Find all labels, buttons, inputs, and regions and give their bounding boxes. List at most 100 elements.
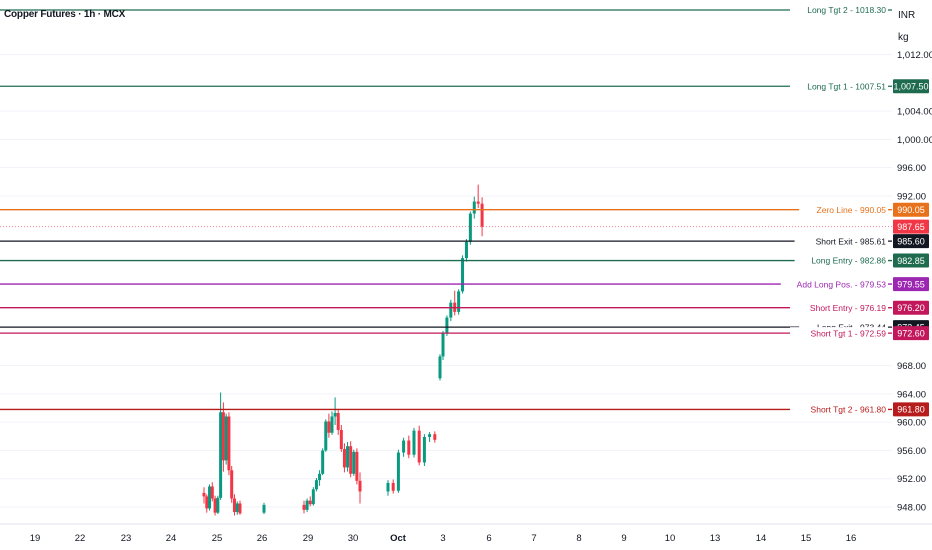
candle-body [339, 429, 343, 450]
time-tick-label: 9 [621, 533, 626, 544]
level-label-bg [799, 203, 888, 216]
time-tick-label: 29 [303, 533, 314, 544]
candle-body [321, 450, 325, 474]
level-label-bg [790, 327, 888, 340]
time-tick-label: 24 [166, 533, 177, 544]
price-tag [893, 277, 929, 292]
level-label-bg [790, 3, 888, 16]
candle-body [324, 421, 328, 451]
level-label: Short Tgt 1 - 972.59 [811, 328, 887, 338]
time-axis[interactable]: 19 22 23 24 25 26 29 30 Oct 3 6 7 8 9 10 13 14 15 16 [30, 533, 857, 544]
candle-body [464, 241, 468, 259]
candle-body [358, 480, 362, 492]
level-label-bg [790, 403, 888, 416]
last-price-text: 987.65 [897, 222, 925, 232]
price-tick-label: 996.00 [897, 163, 926, 174]
candle-body [428, 434, 432, 438]
time-tick-label: 14 [756, 533, 767, 544]
candle-body [205, 496, 209, 509]
candle-body [311, 489, 315, 505]
candle-body [330, 416, 334, 433]
candle-body [386, 482, 390, 492]
time-tick-label: 7 [531, 533, 536, 544]
candle-body [438, 356, 442, 379]
candle-body [352, 451, 356, 474]
price-tick-label: 992.00 [897, 191, 926, 202]
price-tag [893, 79, 929, 94]
price-tag-text: 1,007.50 [893, 82, 928, 92]
candle-body [461, 258, 465, 292]
level-label-bg [790, 301, 888, 314]
level-label-bg [780, 278, 888, 291]
price-tick-label: 964.00 [897, 389, 926, 400]
candle-body [468, 213, 472, 242]
candle-body [417, 430, 421, 463]
time-tick-label: 6 [486, 533, 491, 544]
unit-label[interactable]: kg [898, 32, 909, 43]
candle-body [318, 473, 322, 481]
level-label: Zero Line - 990.05 [817, 205, 887, 215]
candle-body [327, 421, 331, 433]
candle-body [238, 503, 242, 514]
time-tick-label: 10 [665, 533, 676, 544]
candle-body [230, 470, 234, 499]
candle-body [476, 201, 480, 204]
time-tick-label: 13 [710, 533, 721, 544]
candle-body [232, 498, 236, 512]
candle-body [213, 498, 217, 513]
candle-body [336, 412, 340, 430]
price-tick-label: 968.00 [897, 361, 926, 372]
price-tag-text: 976.20 [897, 303, 925, 313]
horizontal-grid [0, 54, 932, 525]
candles [202, 184, 484, 516]
candle-body [445, 317, 449, 334]
time-tick-label: 15 [801, 533, 812, 544]
time-tick-label: 8 [576, 533, 581, 544]
price-tick-label: 960.00 [897, 418, 926, 429]
candle-body [224, 416, 228, 461]
price-tick-label: 1,000.00 [897, 135, 932, 146]
candle-body [441, 333, 445, 357]
candle-body [407, 440, 411, 455]
candle-body [472, 201, 476, 214]
level-label: Long Entry - 982.86 [811, 256, 886, 266]
price-tag-text: 972.60 [897, 328, 925, 338]
price-axis[interactable]: 948.00 952.00 956.00 960.00 964.00 968.00 992.… [893, 50, 932, 514]
level-label-bg [794, 254, 888, 267]
candle-body [262, 504, 266, 513]
candle-body [480, 203, 484, 227]
time-tick-label: 23 [121, 533, 132, 544]
candle-body [227, 416, 231, 471]
price-tag-text: 961.80 [897, 405, 925, 415]
price-tick-label: 952.00 [897, 474, 926, 485]
candle-body [396, 452, 400, 491]
candle-body [235, 503, 239, 512]
price-tag [893, 234, 929, 249]
candle-body [308, 500, 312, 505]
level-label: Long Tgt 1 - 1007.51 [807, 81, 886, 91]
candle-body [412, 430, 416, 455]
level-label-bg [794, 235, 888, 248]
level-label: Short Entry - 976.19 [810, 303, 886, 313]
time-tick-label: 25 [212, 533, 223, 544]
time-tick-label: 22 [75, 533, 86, 544]
level-label: Short Exit - 985.61 [816, 236, 887, 246]
price-tick-label: 956.00 [897, 446, 926, 457]
price-tag [893, 202, 929, 217]
price-tag [893, 253, 929, 268]
level-label: Short Tgt 2 - 961.80 [811, 405, 887, 415]
currency-label[interactable]: INR [898, 10, 916, 21]
candle-body [349, 446, 353, 474]
candle-body [202, 492, 206, 497]
time-tick-label: Oct [390, 533, 407, 544]
time-tick-label: 3 [440, 533, 445, 544]
time-tick-label: 16 [846, 533, 857, 544]
candle-body [449, 302, 453, 318]
candle-body [457, 291, 461, 312]
price-tag-text: 990.05 [897, 205, 925, 215]
price-tag-text: 985.60 [897, 236, 925, 246]
candle-body [216, 497, 220, 513]
candle-body [219, 412, 223, 498]
candle-body [221, 412, 225, 461]
